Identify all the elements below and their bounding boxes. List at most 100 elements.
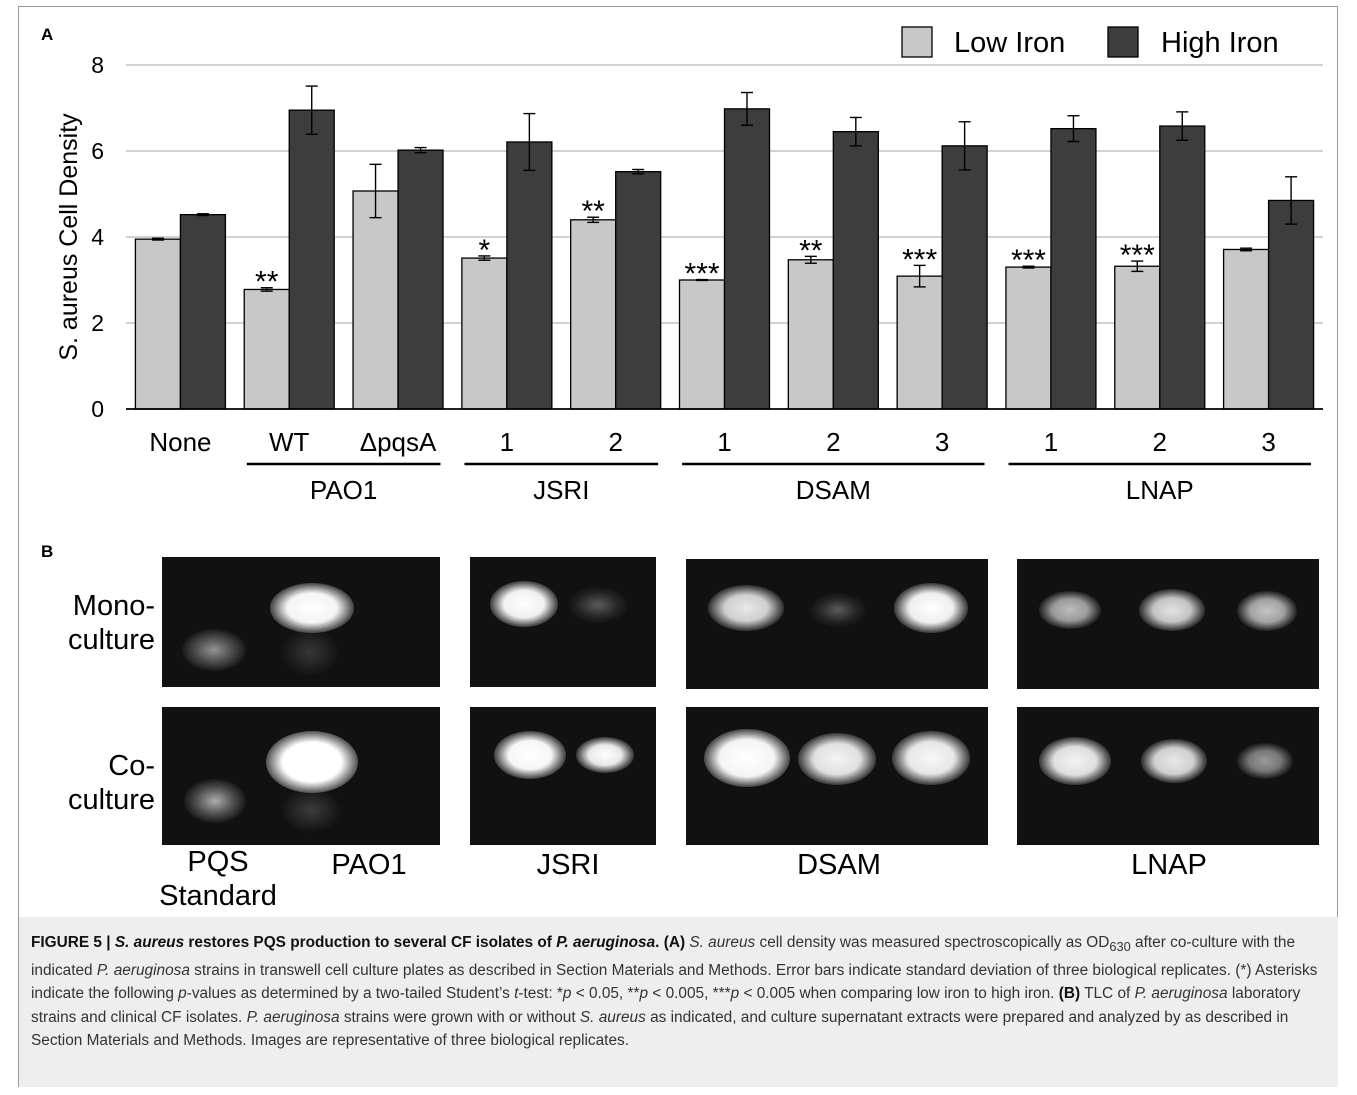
tlc-spot	[266, 731, 358, 793]
y-tick-label: 2	[91, 310, 104, 336]
caption-text: t	[514, 985, 519, 1003]
row-label-coculture: Co- culture	[29, 749, 155, 817]
significance-marker: ***	[1011, 244, 1046, 277]
bar-high-iron	[506, 141, 553, 410]
figure-panel: A 0 2 4 6 8 S. aureus Cell Density None ** WT Δpq…	[18, 6, 1338, 917]
group-label: LNAP	[1126, 475, 1194, 505]
tlc-spot	[1237, 743, 1293, 779]
y-tick-label: 6	[91, 138, 104, 164]
caption-text: p	[639, 985, 649, 1003]
caption-text: cell density was measured spectroscopica…	[755, 934, 1110, 951]
x-tick-label: 1	[717, 427, 731, 457]
caption-text: after co-culture with the indicated	[31, 934, 1296, 979]
bar-low-iron	[787, 259, 834, 410]
tlc-spot	[810, 593, 866, 627]
tlc-gel-lnap-co	[1017, 707, 1319, 845]
bar-high-iron	[941, 145, 988, 410]
tlc-smear	[280, 627, 340, 677]
bar-low-iron	[1005, 266, 1052, 410]
bar-low-iron	[570, 219, 617, 410]
bar-low-iron	[461, 257, 508, 410]
tlc-spot	[576, 737, 634, 773]
figure-caption: FIGURE 5 | S. aureus restores PQS produc…	[18, 917, 1338, 1087]
group-label: JSRI	[533, 475, 589, 505]
legend-swatch-low-iron	[901, 26, 933, 58]
gel-label-lnap: LNAP	[1131, 849, 1207, 881]
caption-text: P. aeruginosa	[96, 961, 190, 979]
tlc-spot	[1039, 737, 1111, 785]
caption-text: p	[178, 985, 187, 1003]
bar-high-iron	[615, 170, 662, 410]
tlc-spot	[892, 731, 970, 785]
caption-title-text: restores PQS production to several CF is…	[184, 934, 557, 951]
caption-text: S. aureus	[579, 1008, 646, 1026]
significance-marker: ***	[684, 258, 719, 291]
bar-high-iron	[397, 149, 444, 410]
tlc-gel-pao1-mono	[162, 557, 440, 687]
tlc-smear	[280, 787, 342, 833]
significance-marker: **	[799, 234, 823, 267]
bar-low-iron	[678, 279, 726, 410]
significance-marker: **	[255, 266, 279, 299]
y-tick-label: 0	[91, 396, 104, 422]
caption-text: strains were grown with or without	[339, 1008, 580, 1026]
bar-high-iron	[723, 108, 771, 410]
caption-text: < 0.005 when comparing low iron to high …	[739, 985, 1059, 1003]
caption-title-organism-2: P. aeruginosa	[556, 934, 656, 951]
tlc-spot	[494, 731, 566, 779]
tlc-spot	[1237, 591, 1297, 631]
caption-subscript: 630	[1109, 939, 1131, 955]
caption-text: S. aureus	[689, 934, 756, 951]
x-tick-label: WT	[269, 427, 310, 457]
bar-low-iron	[1222, 248, 1270, 410]
tlc-gel-lnap-mono	[1017, 559, 1319, 689]
panel-b-label: B	[41, 542, 54, 561]
x-tick-label: 2	[608, 427, 622, 457]
bar-high-iron	[1159, 125, 1206, 410]
group-label: DSAM	[796, 475, 871, 505]
caption-text: p	[562, 985, 572, 1003]
bar-high-iron	[179, 213, 227, 410]
bar-high-iron	[288, 109, 335, 410]
panel-a-label: A	[41, 25, 54, 44]
x-tick-label: 2	[1153, 427, 1167, 457]
x-tick-label: 3	[935, 427, 949, 457]
row-label-monoculture-line1: Mono-	[72, 590, 155, 622]
significance-marker: **	[582, 195, 606, 228]
tlc-spot	[1141, 739, 1207, 783]
significance-marker: ***	[902, 243, 937, 276]
tlc-spot	[798, 733, 876, 785]
bar-high-iron	[1267, 199, 1315, 410]
caption-figure-number: FIGURE 5 |	[31, 934, 115, 951]
group-label: PAO1	[310, 475, 377, 505]
x-tick-label: 1	[1044, 427, 1058, 457]
significance-marker: *	[479, 234, 491, 267]
tlc-spot	[184, 779, 246, 823]
x-tick-label: None	[149, 427, 211, 457]
caption-text: < 0.005, ***	[648, 985, 731, 1003]
bar-high-iron	[832, 131, 879, 410]
significance-marker: ***	[1120, 239, 1155, 272]
caption-text: < 0.05, **	[571, 985, 640, 1003]
row-label-coculture-line1: Co-	[108, 750, 155, 782]
y-tick-label: 8	[91, 52, 104, 78]
tlc-gel-dsam-mono	[686, 559, 988, 689]
gel-label-pqs-standard: PQS Standard	[151, 845, 285, 913]
tlc-gel-jsri-mono	[470, 557, 656, 687]
caption-title-organism: S. aureus	[114, 934, 185, 951]
tlc-spot	[182, 629, 246, 671]
row-label-monoculture: Mono- culture	[29, 589, 155, 657]
caption-b-marker: (B)	[1058, 985, 1081, 1003]
caption-text: p	[730, 985, 740, 1003]
x-tick-label: 2	[826, 427, 840, 457]
bar-low-iron	[352, 190, 399, 410]
x-tick-label: 3	[1261, 427, 1275, 457]
caption-text: laboratory strains and clinical CF isola…	[31, 985, 1301, 1026]
tlc-spot	[568, 587, 628, 623]
caption-text: P. aeruginosa	[1134, 985, 1228, 1003]
x-tick-label: ΔpqsA	[360, 427, 437, 457]
caption-text: -values as determined by a two-tailed St…	[186, 985, 515, 1003]
x-tick-label: 1	[500, 427, 514, 457]
caption-text: as indicated, and culture supernatant ex…	[31, 1008, 1289, 1050]
tlc-spot	[490, 581, 558, 627]
